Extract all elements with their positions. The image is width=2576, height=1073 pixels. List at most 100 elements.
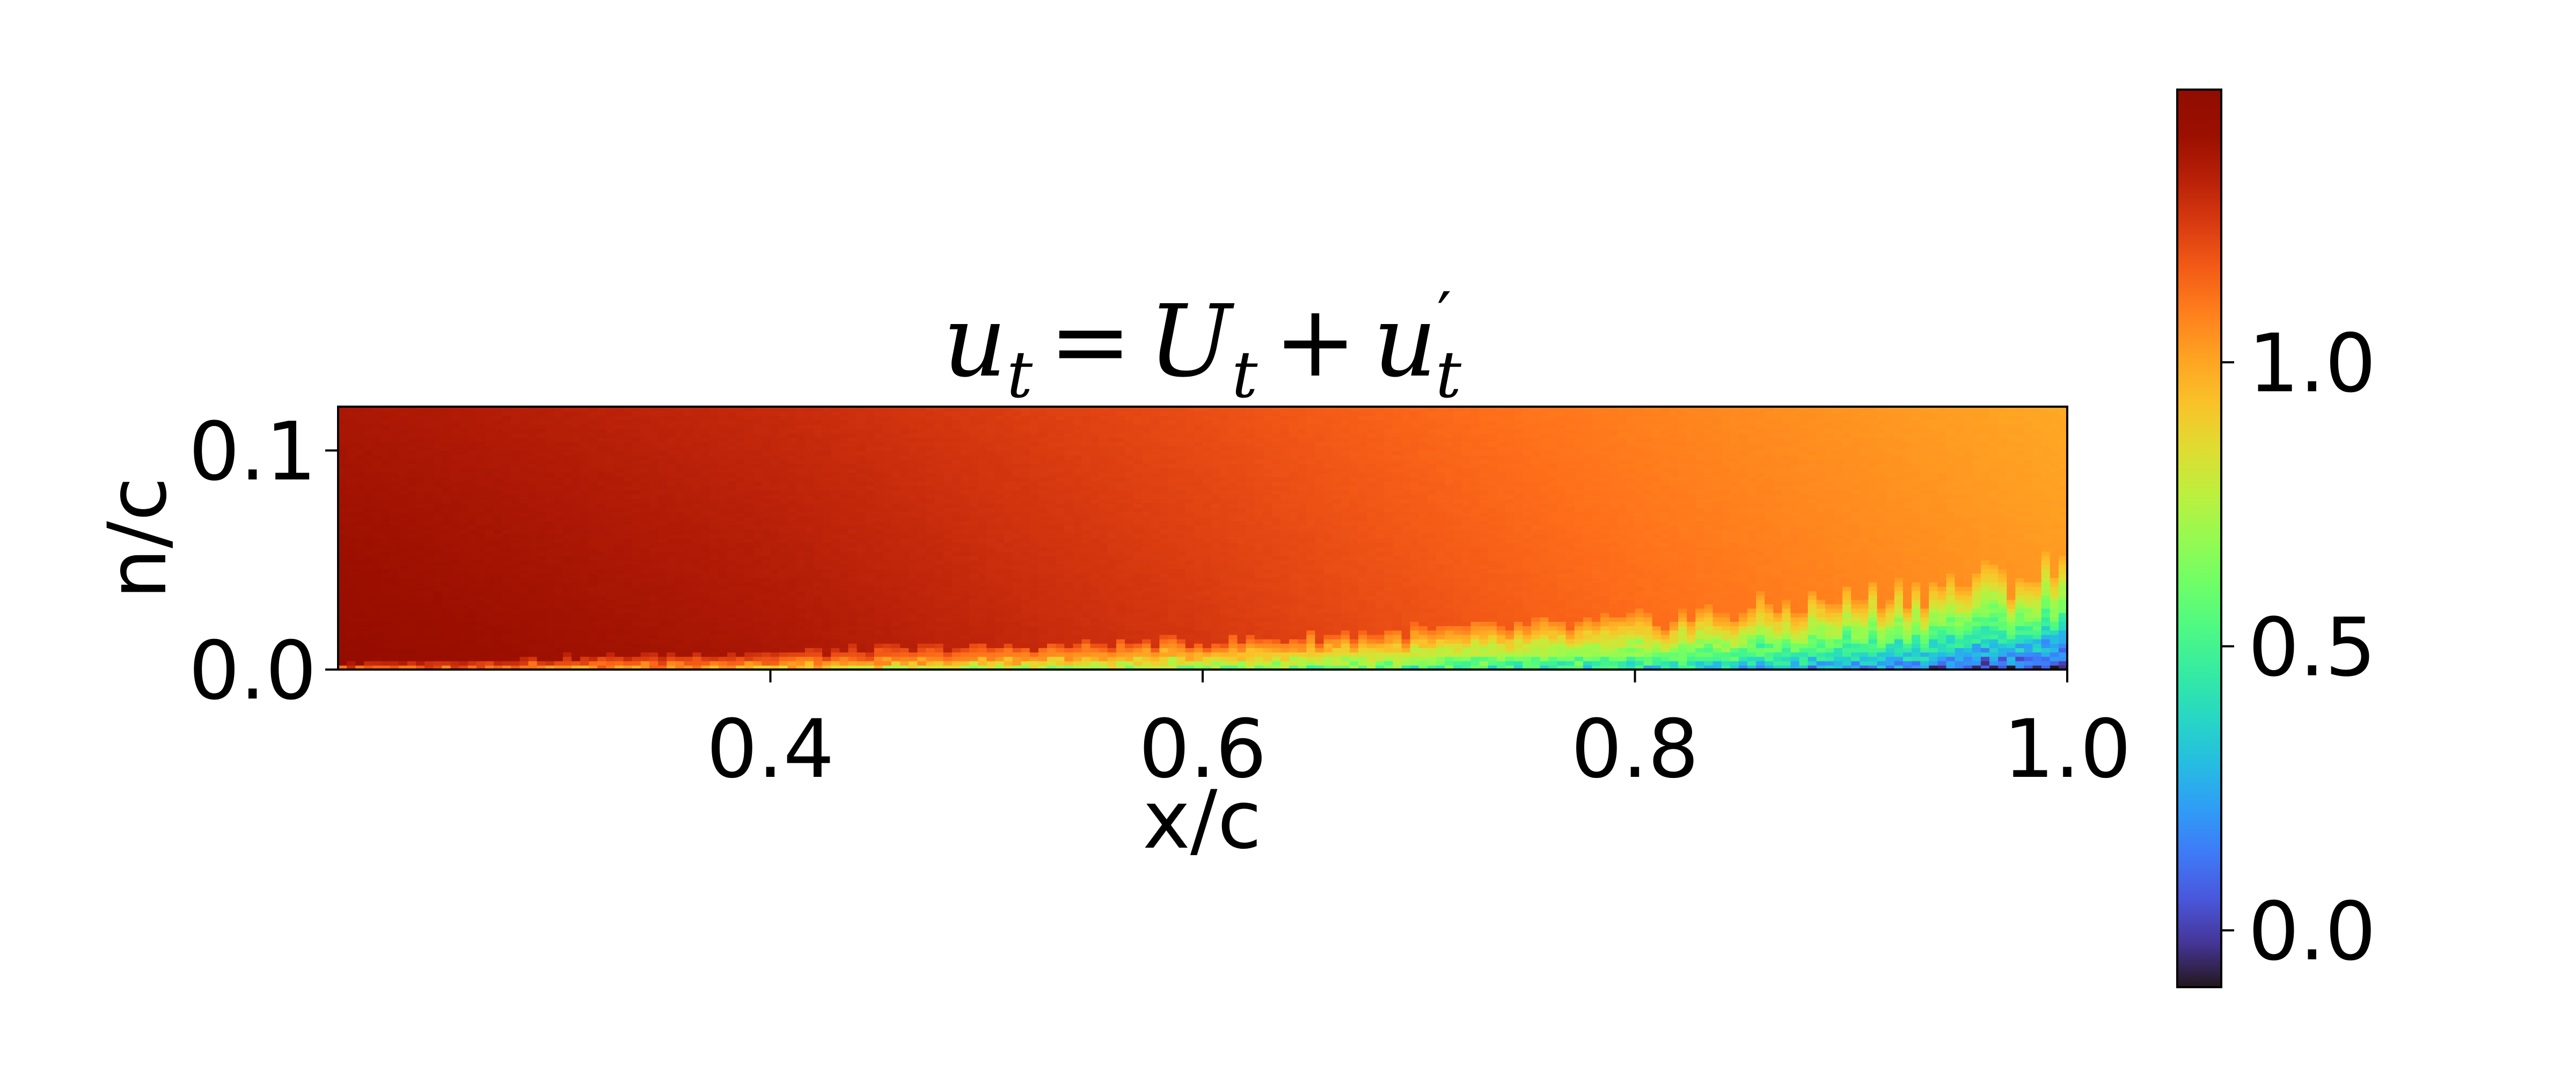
heatmap-cell xyxy=(355,652,365,657)
heatmap-cell xyxy=(485,433,494,438)
heatmap-cell xyxy=(744,612,754,618)
heatmap-cell xyxy=(986,638,996,644)
heatmap-cell xyxy=(814,481,823,486)
heatmap-cell xyxy=(433,599,443,605)
heatmap-cell xyxy=(623,582,633,587)
heatmap-cell xyxy=(1047,595,1056,600)
heatmap-cell xyxy=(701,547,711,552)
heatmap-cell xyxy=(528,586,538,591)
heatmap-cell xyxy=(614,604,624,609)
heatmap-cell xyxy=(580,608,589,613)
heatmap-cell xyxy=(658,428,667,433)
heatmap-cell xyxy=(675,577,685,583)
heatmap-cell xyxy=(995,433,1005,438)
heatmap-cell xyxy=(814,424,823,429)
heatmap-cell xyxy=(986,643,996,648)
heatmap-cell xyxy=(398,538,408,543)
heatmap-cell xyxy=(960,569,970,574)
heatmap-cell xyxy=(425,608,434,613)
heatmap-cell xyxy=(632,577,641,583)
heatmap-cell xyxy=(355,638,365,644)
heatmap-cell xyxy=(519,604,529,609)
heatmap-cell xyxy=(900,591,910,596)
heatmap-cell xyxy=(623,498,633,504)
heatmap-cell xyxy=(934,490,944,495)
heatmap-cell xyxy=(814,494,823,499)
heatmap-cell xyxy=(425,595,434,600)
heatmap-cell xyxy=(632,660,641,666)
heatmap-cell xyxy=(1047,573,1056,578)
heatmap-cell xyxy=(338,516,347,521)
heatmap-cell xyxy=(1004,595,1013,600)
heatmap-cell xyxy=(493,660,503,666)
heatmap-cell xyxy=(467,516,477,521)
heatmap-cell xyxy=(796,573,806,578)
heatmap-cell xyxy=(562,626,572,631)
heatmap-cell xyxy=(900,411,910,416)
heatmap-cell xyxy=(787,407,797,411)
heatmap-cell xyxy=(978,498,987,504)
heatmap-cell xyxy=(701,476,711,482)
heatmap-cell xyxy=(545,604,555,609)
heatmap-cell xyxy=(770,660,780,666)
heatmap-cell xyxy=(398,446,408,451)
heatmap-cell xyxy=(986,555,996,561)
heatmap-cell xyxy=(934,407,944,411)
heatmap-cell xyxy=(709,564,719,569)
heatmap-cell xyxy=(796,626,806,631)
heatmap-cell xyxy=(442,446,451,451)
heatmap-cell xyxy=(364,538,374,543)
heatmap-cell xyxy=(727,612,736,618)
heatmap-cell xyxy=(701,604,711,609)
heatmap-cell xyxy=(787,411,797,416)
heatmap-cell xyxy=(709,454,719,460)
heatmap-cell xyxy=(787,617,797,622)
heatmap-cell xyxy=(934,424,944,429)
heatmap-cell xyxy=(562,577,572,583)
heatmap-cell xyxy=(476,660,486,666)
heatmap-cell xyxy=(467,586,477,591)
heatmap-cell xyxy=(727,468,736,473)
heatmap-cell xyxy=(718,411,728,416)
heatmap-cell xyxy=(857,446,866,451)
heatmap-cell xyxy=(926,450,935,455)
heatmap-cell xyxy=(882,512,892,517)
heatmap-cell xyxy=(580,424,589,429)
heatmap-cell xyxy=(658,604,667,609)
heatmap-cell xyxy=(753,424,763,429)
heatmap-cell xyxy=(554,420,564,425)
heatmap-cell xyxy=(398,652,408,657)
heatmap-cell xyxy=(502,652,511,657)
heatmap-cell xyxy=(658,612,667,618)
heatmap-cell xyxy=(390,442,399,447)
heatmap-cell xyxy=(364,446,374,451)
heatmap-cell xyxy=(960,573,970,578)
heatmap-cell xyxy=(545,450,555,455)
heatmap-cell xyxy=(347,638,356,644)
heatmap-cell xyxy=(1038,450,1048,455)
heatmap-cell xyxy=(675,564,685,569)
heatmap-cell xyxy=(528,577,538,583)
heatmap-cell xyxy=(580,411,589,416)
heatmap-cell xyxy=(952,472,961,477)
heatmap-cell xyxy=(442,529,451,534)
heatmap-cell xyxy=(709,525,719,530)
heatmap-cell xyxy=(943,481,953,486)
heatmap-cell xyxy=(978,533,987,539)
heatmap-cell xyxy=(969,555,978,561)
heatmap-cell xyxy=(762,643,771,648)
heatmap-cell xyxy=(649,450,658,455)
heatmap-cell xyxy=(804,520,814,526)
heatmap-cell xyxy=(562,652,572,657)
heatmap-cell xyxy=(597,407,607,411)
heatmap-cell xyxy=(459,520,469,526)
heatmap-cell xyxy=(511,551,521,556)
heatmap-cell xyxy=(744,573,754,578)
heatmap-cell xyxy=(727,569,736,574)
heatmap-cell xyxy=(338,638,347,644)
heatmap-cell xyxy=(658,446,667,451)
heatmap-cell xyxy=(709,503,719,508)
heatmap-cell xyxy=(347,503,356,508)
heatmap-cell xyxy=(1047,634,1056,640)
heatmap-cell xyxy=(476,446,486,451)
